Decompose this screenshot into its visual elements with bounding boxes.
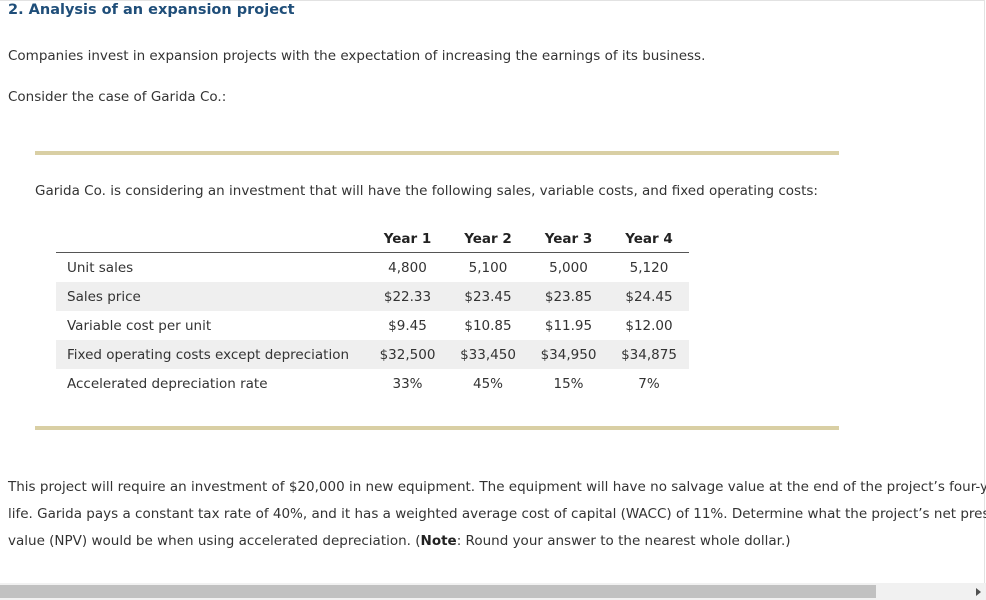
header-year-1: Year 1 — [367, 226, 448, 253]
row-label: Sales price — [56, 282, 367, 311]
cell-value: $10.85 — [464, 317, 512, 334]
cell-value: $34,875 — [609, 340, 689, 369]
cell-value: $11.95 — [544, 317, 593, 334]
bottom-divider — [35, 426, 839, 430]
header-blank — [56, 226, 367, 253]
scroll-right-arrow-icon[interactable] — [976, 588, 981, 596]
cell-value: $23.85 — [528, 282, 609, 311]
top-divider — [35, 151, 839, 155]
row-fixed-costs: Fixed operating costs except depreciatio… — [56, 340, 689, 369]
problem-text: This project will require an investment … — [8, 479, 986, 549]
cell-value: $33,450 — [448, 340, 528, 369]
cell-value: $22.33 — [367, 282, 448, 311]
cell-value: 33% — [392, 375, 423, 392]
intro-paragraph: Companies invest in expansion projects w… — [8, 48, 706, 64]
cell-value: $9.45 — [388, 317, 427, 334]
row-depreciation-rate: Accelerated depreciation rate 33% 45% 15… — [56, 369, 689, 398]
cell-value: 15% — [553, 375, 584, 392]
cell-value: $32,500 — [367, 340, 448, 369]
horizontal-scrollbar[interactable] — [0, 583, 986, 600]
cell-value: 5,000 — [549, 259, 588, 276]
scrollbar-thumb[interactable] — [0, 585, 876, 598]
cell-value: 7% — [638, 375, 660, 392]
cell-value: $23.45 — [448, 282, 528, 311]
problem-statement: This project will require an investment … — [8, 474, 986, 555]
note-label: Note — [420, 533, 457, 549]
cell-value: 5,100 — [468, 259, 508, 276]
cell-value: 5,120 — [629, 259, 669, 276]
table-header-row: Year 1 Year 2 Year 3 Year 4 — [56, 226, 689, 253]
row-sales-price: Sales price $22.33 $23.45 $23.85 $24.45 — [56, 282, 689, 311]
cell-value: 4,800 — [388, 259, 427, 276]
header-year-2: Year 2 — [448, 226, 528, 253]
row-label: Variable cost per unit — [67, 317, 212, 334]
row-variable-cost: Variable cost per unit $9.45 $10.85 $11.… — [56, 311, 689, 340]
section-heading: 2. Analysis of an expansion project — [8, 2, 295, 18]
case-paragraph: Consider the case of Garida Co.: — [8, 89, 227, 105]
row-unit-sales: Unit sales 4,800 5,100 5,000 5,120 — [56, 253, 689, 283]
cell-value: 45% — [472, 375, 503, 392]
header-year-4: Year 4 — [609, 226, 689, 253]
row-label: Fixed operating costs except depreciatio… — [56, 340, 367, 369]
note-text: : Round your answer to the nearest whole… — [456, 533, 791, 549]
financial-table: Year 1 Year 2 Year 3 Year 4 Unit sales 4… — [56, 226, 689, 398]
row-label: Unit sales — [67, 259, 134, 276]
cell-value: $34,950 — [528, 340, 609, 369]
cell-value: $24.45 — [609, 282, 689, 311]
cell-value: $12.00 — [625, 317, 673, 334]
row-label: Accelerated depreciation rate — [67, 375, 268, 392]
header-year-3: Year 3 — [528, 226, 609, 253]
table-intro: Garida Co. is considering an investment … — [35, 183, 818, 199]
